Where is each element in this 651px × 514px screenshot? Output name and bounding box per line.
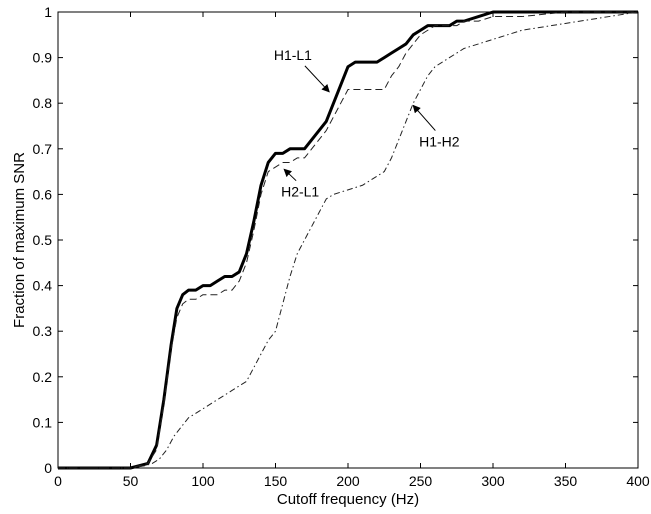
annotation-arrow — [304, 65, 330, 93]
y-tick-label: 0.3 — [33, 323, 53, 339]
x-tick-label: 0 — [54, 473, 62, 489]
y-tick-label: 0 — [44, 460, 52, 476]
annotation-layer: H1-L1 H2-L1 H1-H2 — [274, 47, 460, 200]
y-tick-label: 0.9 — [33, 50, 53, 66]
series-layer — [58, 10, 639, 470]
plot-area — [57, 11, 639, 469]
y-axis-label: Fraction of maximum SNR — [11, 152, 28, 328]
x-tick-labels: 0 50 100 150 200 250 300 350 400 — [54, 473, 650, 489]
y-tick-label: 0.2 — [33, 369, 53, 385]
y-tick-labels: 0 0.1 0.2 0.3 0.4 0.5 0.6 0.7 0.8 0.9 1 — [33, 4, 53, 476]
y-tick-label: 0.7 — [33, 141, 53, 157]
annotation-label-h2-l1: H2-L1 — [281, 184, 319, 200]
x-tick-label: 300 — [481, 473, 505, 489]
annotation-arrow — [283, 168, 297, 182]
tick-marks — [57, 11, 639, 469]
y-tick-label: 0.6 — [33, 186, 53, 202]
x-tick-label: 50 — [123, 473, 139, 489]
y-tick-label: 0.8 — [33, 95, 53, 111]
series-line-h1-h2 — [58, 11, 639, 469]
series-line-h2-l1 — [58, 11, 638, 469]
annotation-arrow — [412, 104, 436, 131]
x-axis-label: Cutoff frequency (Hz) — [277, 491, 419, 508]
x-tick-label: 200 — [336, 473, 360, 489]
y-tick-label: 0.5 — [33, 232, 53, 248]
x-tick-label: 350 — [554, 473, 578, 489]
x-tick-label: 100 — [191, 473, 215, 489]
y-tick-label: 0.4 — [33, 278, 53, 294]
x-tick-label: 150 — [264, 473, 288, 489]
x-tick-label: 250 — [409, 473, 433, 489]
series-line-h1-l1 — [58, 10, 638, 470]
y-tick-label: 1 — [44, 4, 52, 20]
annotation-label-h1-l1: H1-L1 — [274, 47, 312, 63]
annotation-label-h1-h2: H1-H2 — [419, 134, 460, 150]
x-tick-label: 400 — [626, 473, 650, 489]
y-tick-label: 0.1 — [33, 414, 53, 430]
